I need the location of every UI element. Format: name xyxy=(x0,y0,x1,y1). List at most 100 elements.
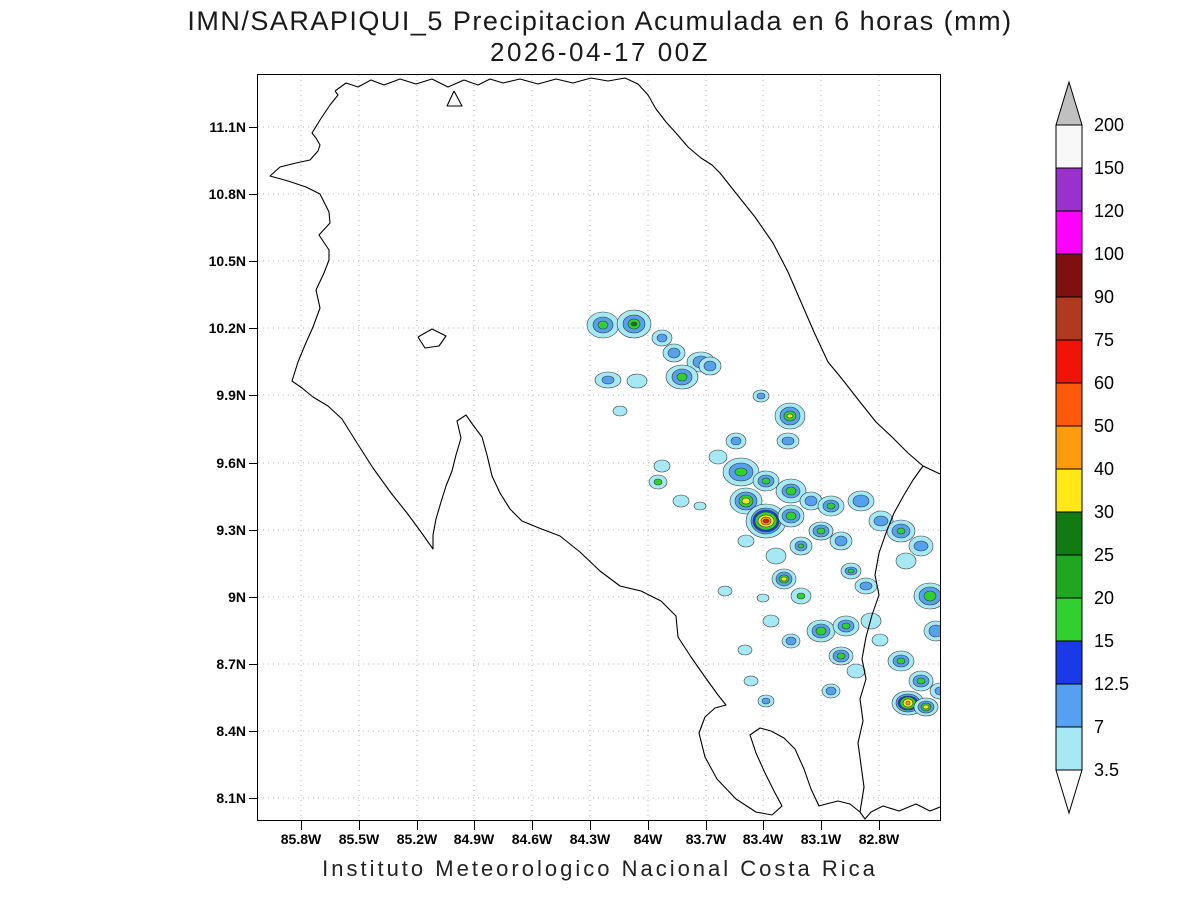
tick-lon xyxy=(648,821,649,830)
tick-lat xyxy=(249,463,258,464)
tick-lat xyxy=(249,664,258,665)
tick-lat xyxy=(249,261,258,262)
axis-label-lon: 84W xyxy=(633,831,663,847)
precip-blob xyxy=(847,490,875,512)
precip-blob xyxy=(923,620,940,642)
colorbar-label: 75 xyxy=(1094,330,1114,350)
precip-blob xyxy=(781,633,801,649)
tick-lon xyxy=(821,821,822,830)
axis-label-lat: 9.6N xyxy=(216,455,246,471)
tick-lon xyxy=(532,821,533,830)
colorbar-cell xyxy=(1055,468,1083,513)
tick-lat xyxy=(249,328,258,329)
coastline xyxy=(417,328,447,349)
precip-blob xyxy=(653,459,671,473)
footer-text: Instituto Meteorologico Nacional Costa R… xyxy=(322,856,878,881)
precip-blob xyxy=(868,510,894,532)
colorbar-cell xyxy=(1055,554,1083,599)
precip-blob xyxy=(594,371,622,389)
precip-blob xyxy=(777,504,805,528)
colorbar-cell xyxy=(1055,726,1083,771)
precip-blob xyxy=(672,494,690,508)
precip-blob xyxy=(626,373,648,389)
precip-blob xyxy=(929,682,940,700)
axis-label-lon: 84.3W xyxy=(569,831,611,847)
precip-blob xyxy=(708,449,728,465)
axis-label-lon: 85.2W xyxy=(396,831,438,847)
colorbar-label: 25 xyxy=(1094,545,1114,565)
precip-blob xyxy=(776,432,800,450)
map-svg xyxy=(258,75,940,820)
colorbar-cell xyxy=(1055,296,1083,341)
axis-label-lat: 9N xyxy=(228,589,246,605)
tick-lon xyxy=(301,821,302,830)
coastline xyxy=(269,90,861,816)
precip-blob xyxy=(756,593,770,603)
precip-blob xyxy=(752,470,780,492)
axis-label-lon: 84.6W xyxy=(511,831,553,847)
tick-lon xyxy=(879,821,880,830)
precip-blob xyxy=(612,405,628,417)
tick-lon xyxy=(474,821,475,830)
precip-blob xyxy=(817,495,845,517)
coastline xyxy=(859,803,940,820)
axis-label-lat: 8.1N xyxy=(216,790,246,806)
precip-blob xyxy=(908,670,934,692)
precip-blob xyxy=(745,503,787,539)
colorbar-cell xyxy=(1055,382,1083,427)
tick-lon xyxy=(590,821,591,830)
precip-blob xyxy=(651,329,673,347)
precip-blob xyxy=(665,364,699,390)
precip-blob xyxy=(698,356,722,376)
precip-blob xyxy=(586,311,620,339)
precip-blob xyxy=(887,650,915,672)
colorbar-cell xyxy=(1055,167,1083,212)
axis-label-lon: 83.4W xyxy=(742,831,784,847)
precip-blob xyxy=(693,501,707,511)
colorbar-label: 3.5 xyxy=(1094,760,1119,780)
colorbar-label: 20 xyxy=(1094,588,1114,608)
precip-blob xyxy=(789,536,813,556)
colorbar-label: 200 xyxy=(1094,115,1124,135)
precip-blob xyxy=(757,694,775,708)
precip-blob xyxy=(886,519,916,543)
precip-blob xyxy=(771,568,797,590)
axis-label-lon: 83.7W xyxy=(685,831,727,847)
tick-lat xyxy=(249,731,258,732)
plot-title: IMN/SARAPIQUI_5 Precipitacion Acumulada … xyxy=(0,6,1200,68)
tick-lat xyxy=(249,597,258,598)
precip-blob xyxy=(913,582,940,610)
axis-label-lat: 11.1N xyxy=(209,119,246,135)
precip-blob xyxy=(725,432,747,450)
axis-label-lat: 10.2N xyxy=(208,320,246,336)
axis-label-lon: 85.5W xyxy=(338,831,380,847)
precip-blob xyxy=(895,552,917,570)
title-line2: 2026-04-17 00Z xyxy=(489,37,711,67)
axis-label-lon: 85.8W xyxy=(280,831,322,847)
precip-blob xyxy=(821,683,841,699)
colorbar-cell xyxy=(1055,339,1083,384)
colorbar-label: 100 xyxy=(1094,244,1124,264)
precip-blob xyxy=(860,612,882,630)
tick-lat xyxy=(249,127,258,128)
precip-blob xyxy=(648,474,668,490)
colorbar-arrow-top xyxy=(1055,80,1083,126)
precip-blob xyxy=(762,614,780,628)
axis-label-lat: 10.8N xyxy=(208,186,246,202)
axis-label-lat: 10.5N xyxy=(208,253,246,269)
precip-blob xyxy=(913,697,939,717)
axis-label-lon: 84.9W xyxy=(453,831,495,847)
colorbar-cell xyxy=(1055,210,1083,255)
precip-blob xyxy=(854,577,878,595)
colorbar-cell xyxy=(1055,124,1083,169)
colorbar-label: 90 xyxy=(1094,287,1114,307)
coastline xyxy=(334,77,940,475)
precip-blob xyxy=(765,547,787,565)
axis-label-lat: 9.9N xyxy=(216,387,246,403)
axis-label-lon: 83.1W xyxy=(800,831,842,847)
tick-lat xyxy=(249,798,258,799)
precip-blob xyxy=(808,521,834,541)
precip-blob xyxy=(840,562,862,580)
colorbar-cell xyxy=(1055,425,1083,470)
